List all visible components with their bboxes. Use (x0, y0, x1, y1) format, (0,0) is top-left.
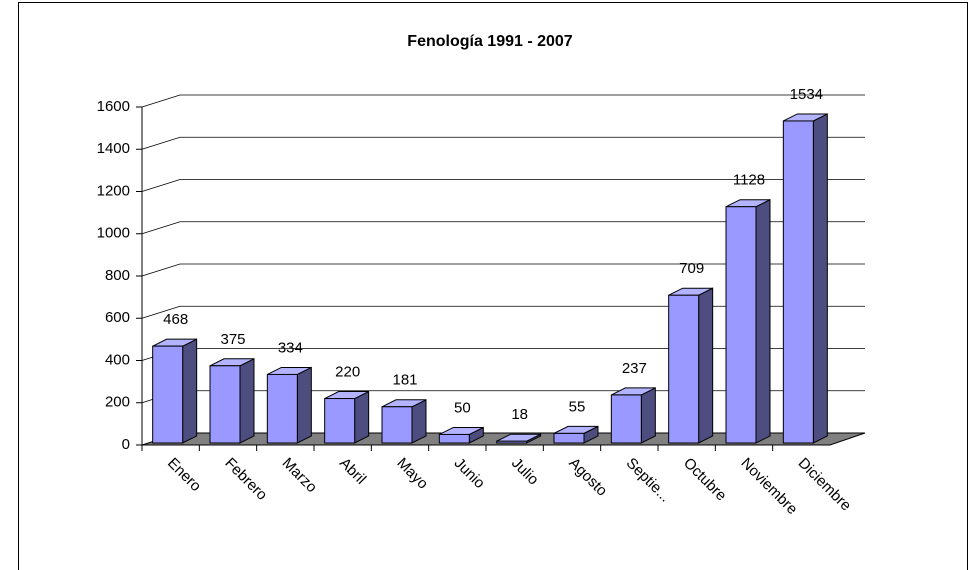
bar-front (610, 394, 642, 444)
chart-title: Fenología 1991 - 2007 (407, 33, 573, 50)
bar-front (496, 440, 528, 444)
y-tick-label: 1600 (97, 98, 130, 115)
value-label: 220 (335, 363, 360, 380)
y-tick-label: 1000 (97, 225, 130, 242)
bar (610, 387, 656, 444)
bar (324, 390, 370, 444)
value-label: 55 (569, 398, 586, 415)
bar-side (812, 113, 828, 444)
grid-line (141, 263, 865, 277)
grid-line (141, 94, 865, 108)
bar (496, 433, 542, 444)
value-label: 237 (622, 360, 647, 377)
bar (266, 366, 312, 444)
bar-front (553, 432, 585, 444)
value-label: 375 (220, 331, 245, 348)
value-label: 18 (511, 406, 528, 423)
grid-line (141, 221, 865, 235)
value-label: 1534 (790, 86, 823, 103)
bar (725, 198, 771, 444)
y-tick-label: 600 (105, 309, 130, 326)
bar-side (755, 198, 771, 444)
bar-front (209, 365, 241, 444)
y-tick-label: 800 (105, 267, 130, 284)
bar (782, 113, 828, 444)
value-label: 50 (454, 399, 471, 416)
bar-side (698, 287, 714, 444)
bar (152, 338, 198, 444)
bar-side (296, 366, 312, 444)
y-tick-label: 1400 (97, 140, 130, 157)
bar (438, 426, 484, 444)
bar-side (182, 338, 198, 444)
value-label: 468 (163, 311, 188, 328)
bar-front (324, 398, 356, 444)
bar-front (152, 345, 184, 444)
bar-front (266, 373, 298, 444)
bar-front (381, 406, 413, 444)
y-tick-label: 1200 (97, 182, 130, 199)
grid-line (141, 136, 865, 150)
grid-line (141, 179, 865, 192)
value-label: 181 (392, 372, 417, 389)
value-label: 334 (278, 339, 303, 356)
bar-side (640, 387, 656, 444)
bar-side (239, 357, 255, 444)
value-label: 1128 (733, 172, 765, 189)
bar-front (668, 294, 700, 444)
bar (668, 287, 714, 444)
bar-side (354, 390, 370, 444)
bar (381, 398, 427, 444)
bar-front (438, 433, 470, 444)
y-tick-label: 400 (105, 351, 130, 368)
bar (209, 357, 255, 444)
y-tick-label: 0 (122, 436, 130, 453)
y-tick-label: 200 (105, 394, 130, 411)
bar-front (725, 206, 757, 444)
bar (553, 425, 599, 444)
bar-front (782, 120, 814, 444)
grid-line (141, 305, 865, 319)
value-label: 709 (679, 260, 704, 277)
